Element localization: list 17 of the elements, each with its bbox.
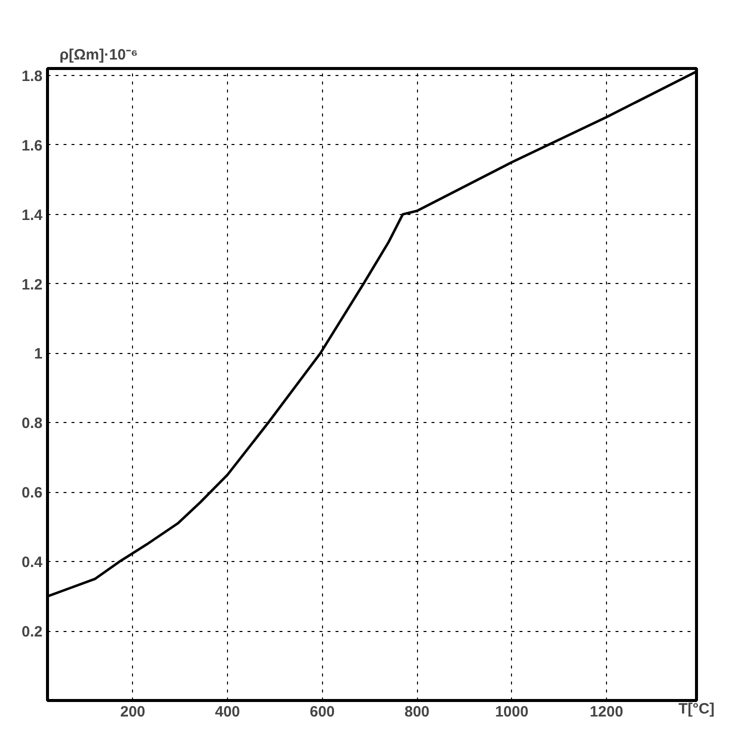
x-tick-label: 1000	[495, 704, 528, 720]
x-tick-label: 600	[310, 704, 335, 720]
y-tick-label: 1.6	[22, 137, 43, 154]
y-tick-label: 1.4	[22, 206, 44, 224]
x-tick-label: 1200	[590, 704, 624, 720]
y-tick-label: 0.6	[22, 484, 43, 502]
y-tick-label: 1	[34, 346, 42, 363]
y-tick-label: 0.8	[22, 415, 43, 432]
x-axis-title: T[°C]	[678, 700, 714, 718]
x-tick-label: 400	[215, 704, 240, 720]
y-tick-label: 1.2	[22, 276, 43, 294]
y-tick-label: 0.2	[22, 624, 43, 641]
y-tick-label: 1.8	[22, 68, 43, 85]
y-axis-title: ρ[Ωm]·10⁻⁶	[60, 46, 138, 64]
x-tick-label: 800	[404, 704, 430, 720]
x-tick-label: 200	[120, 704, 146, 720]
y-tick-label: 0.4	[22, 554, 44, 572]
